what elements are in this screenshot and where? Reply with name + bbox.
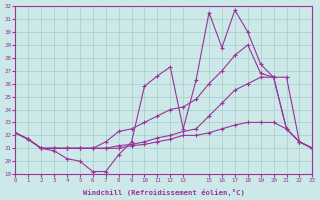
X-axis label: Windchill (Refroidissement éolien,°C): Windchill (Refroidissement éolien,°C) (83, 189, 245, 196)
